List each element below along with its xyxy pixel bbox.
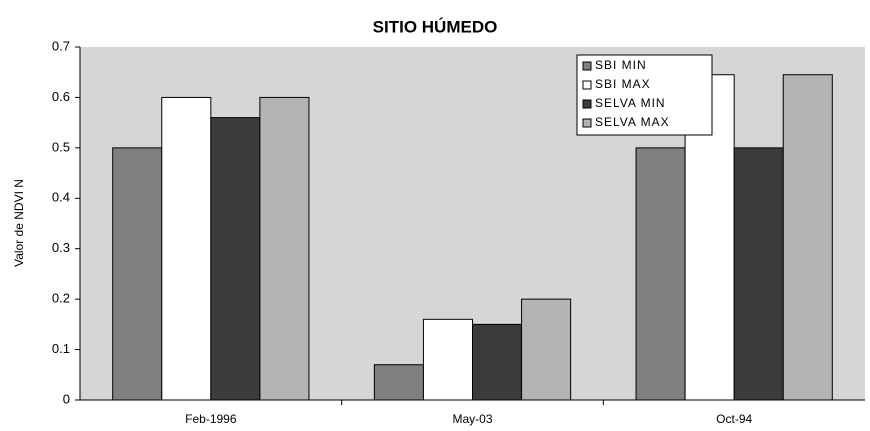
legend-label: SBI MIN: [595, 58, 647, 72]
y-tick-label: 0.4: [52, 190, 70, 205]
legend-swatch: [582, 99, 592, 109]
x-tick-label: Feb-1996: [185, 412, 237, 426]
x-tick-label: Oct-94: [716, 412, 752, 426]
bar: [259, 96, 310, 401]
legend-label: SELVA MAX: [595, 115, 670, 129]
legend-box: [576, 54, 713, 136]
y-tick-label: 0.1: [52, 341, 70, 356]
legend-swatch: [582, 118, 592, 128]
chart-title: SITIO HÚMEDO: [373, 17, 498, 36]
y-tick-label: 0.3: [52, 240, 70, 255]
bar: [210, 117, 261, 401]
bar: [521, 298, 572, 401]
bar: [373, 364, 424, 401]
legend-swatch: [582, 80, 592, 90]
y-tick-label: 0: [63, 391, 70, 406]
bar: [112, 147, 163, 401]
legend-label: SELVA MIN: [595, 96, 666, 110]
legend-label: SBI MAX: [595, 77, 651, 91]
bar: [422, 318, 473, 401]
bar: [635, 147, 686, 401]
y-axis-label: Valor de NDVI N: [12, 179, 26, 267]
bar: [161, 96, 212, 401]
y-tick-label: 0.5: [52, 139, 70, 154]
legend-swatch: [582, 61, 592, 71]
x-tick-label: May-03: [452, 412, 492, 426]
bar: [472, 323, 523, 401]
bar: [782, 74, 833, 401]
y-tick-label: 0.2: [52, 291, 70, 306]
bar: [733, 147, 784, 401]
y-tick-label: 0.6: [52, 89, 70, 104]
y-tick-label: 0.7: [52, 38, 70, 53]
